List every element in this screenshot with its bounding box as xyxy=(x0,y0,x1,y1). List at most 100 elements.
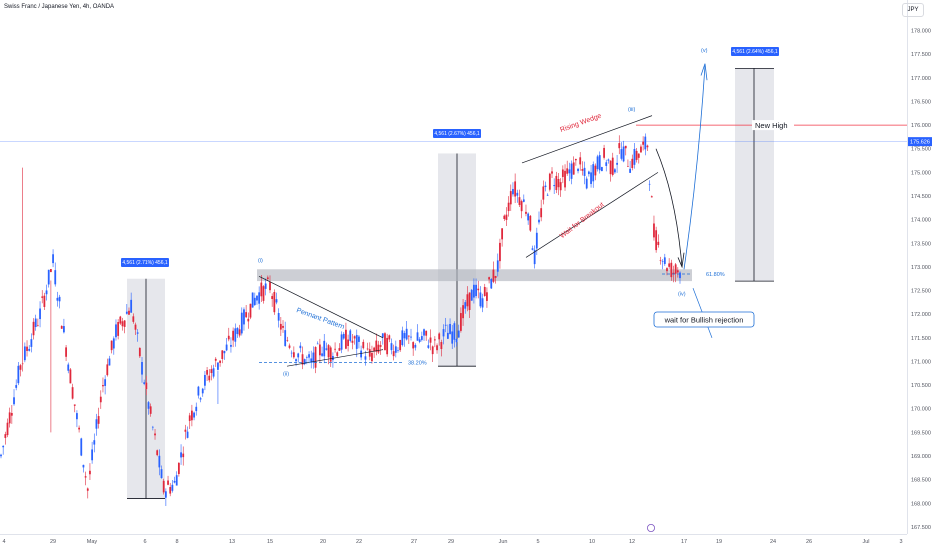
price-tick-label: 171.500 xyxy=(911,336,931,342)
candle-body xyxy=(425,330,428,336)
candle-body xyxy=(93,440,96,445)
event-marker-icon xyxy=(647,524,656,533)
time-tick-label: 17 xyxy=(681,539,687,545)
candle-body xyxy=(429,337,432,343)
candle-body xyxy=(531,248,534,250)
time-tick-label: Jun xyxy=(499,539,508,545)
candle-body xyxy=(392,351,395,357)
candle-body xyxy=(609,160,612,175)
projection-down-arrowhead xyxy=(677,252,685,269)
candle-body xyxy=(674,264,677,274)
candle-body xyxy=(414,344,417,348)
candle-body xyxy=(151,426,154,428)
price-tick-label: 171.000 xyxy=(911,359,931,365)
candle-body xyxy=(399,340,402,351)
candle-body xyxy=(561,169,564,177)
price-tick-label: 175.000 xyxy=(911,170,931,176)
price-tick-label: 170.500 xyxy=(911,383,931,389)
currency-button[interactable]: JPY xyxy=(902,3,924,17)
candle-body xyxy=(227,335,230,340)
time-tick-label: 19 xyxy=(716,539,722,545)
candle-body xyxy=(2,445,5,448)
candle-body xyxy=(256,295,258,301)
current-price-tag: 175.626 xyxy=(910,140,930,146)
measure-tag-3: 4,561 (2.64%) 456,1 xyxy=(732,49,778,55)
candle-body xyxy=(223,350,226,354)
time-tick-label: 6 xyxy=(143,539,146,545)
candle-body xyxy=(206,370,208,375)
candle-body xyxy=(277,312,280,321)
candle-body xyxy=(394,346,397,353)
price-tick-label: 168.500 xyxy=(911,478,931,484)
candle-body xyxy=(551,171,553,174)
candle-body xyxy=(188,415,191,421)
candle-body xyxy=(514,181,517,197)
candle-body xyxy=(54,270,57,285)
price-tick-label: 172.500 xyxy=(911,289,931,295)
time-tick-label: 5 xyxy=(536,539,539,545)
time-tick-label: 27 xyxy=(411,539,417,545)
candle-body xyxy=(138,347,141,357)
candle-body xyxy=(8,412,11,424)
candle-body xyxy=(355,334,358,349)
candle-body xyxy=(403,333,406,339)
candle-body xyxy=(488,277,490,280)
candle-body xyxy=(269,282,271,291)
candle-body xyxy=(349,330,352,341)
price-tick-label: 169.500 xyxy=(911,430,931,436)
price-tick-label: 172.000 xyxy=(911,312,931,318)
candle-body xyxy=(622,146,625,162)
candle-body xyxy=(21,363,24,365)
candle-body xyxy=(666,268,668,272)
candle-body xyxy=(388,335,391,340)
candle-body xyxy=(440,341,443,350)
candle-body xyxy=(629,168,632,173)
candle-body xyxy=(459,313,462,331)
candle-body xyxy=(19,365,22,370)
time-tick-label: 20 xyxy=(320,539,326,545)
measure-tag-1: 4,561 (2.71%) 456,1 xyxy=(122,260,168,266)
candle-body xyxy=(640,146,642,153)
candle-body xyxy=(199,398,202,400)
candle-body xyxy=(58,296,61,302)
candle-body xyxy=(577,168,579,172)
candle-body xyxy=(566,168,569,174)
candle-body xyxy=(162,480,165,493)
price-tick-label: 174.500 xyxy=(911,194,931,200)
candle-body xyxy=(603,147,605,158)
candle-body xyxy=(657,241,660,246)
candle-body xyxy=(410,336,412,338)
candle-body xyxy=(52,254,54,264)
candle-body xyxy=(522,199,525,202)
price-tick-label: 176.000 xyxy=(911,123,931,129)
candle-body xyxy=(479,292,482,307)
candle-body xyxy=(43,295,46,307)
candle-body xyxy=(570,163,573,179)
wedge-upper-line xyxy=(521,115,653,164)
wave-ii-label: (ii) xyxy=(283,372,289,378)
pennant-upper-line xyxy=(258,276,384,339)
candle-body xyxy=(240,312,243,334)
candle-body xyxy=(325,348,328,350)
candle-body xyxy=(95,419,98,429)
candle-body xyxy=(80,438,83,456)
candle-body xyxy=(318,344,321,356)
candle-body xyxy=(466,294,469,307)
candle-body xyxy=(108,358,111,366)
candle-body xyxy=(373,347,376,352)
projection-down-curve xyxy=(655,148,683,267)
candle-body xyxy=(253,297,256,306)
candle-body xyxy=(45,290,48,295)
candle-body xyxy=(503,215,506,219)
candle-body xyxy=(525,211,527,214)
candle-body xyxy=(273,292,276,313)
candle-body xyxy=(264,283,267,289)
candle-body xyxy=(442,329,445,337)
candle-body xyxy=(423,329,425,336)
candle-body xyxy=(605,162,608,166)
candle-body xyxy=(275,299,278,303)
candle-body xyxy=(583,167,586,176)
candle-body xyxy=(221,350,224,359)
candle-body xyxy=(316,343,319,345)
